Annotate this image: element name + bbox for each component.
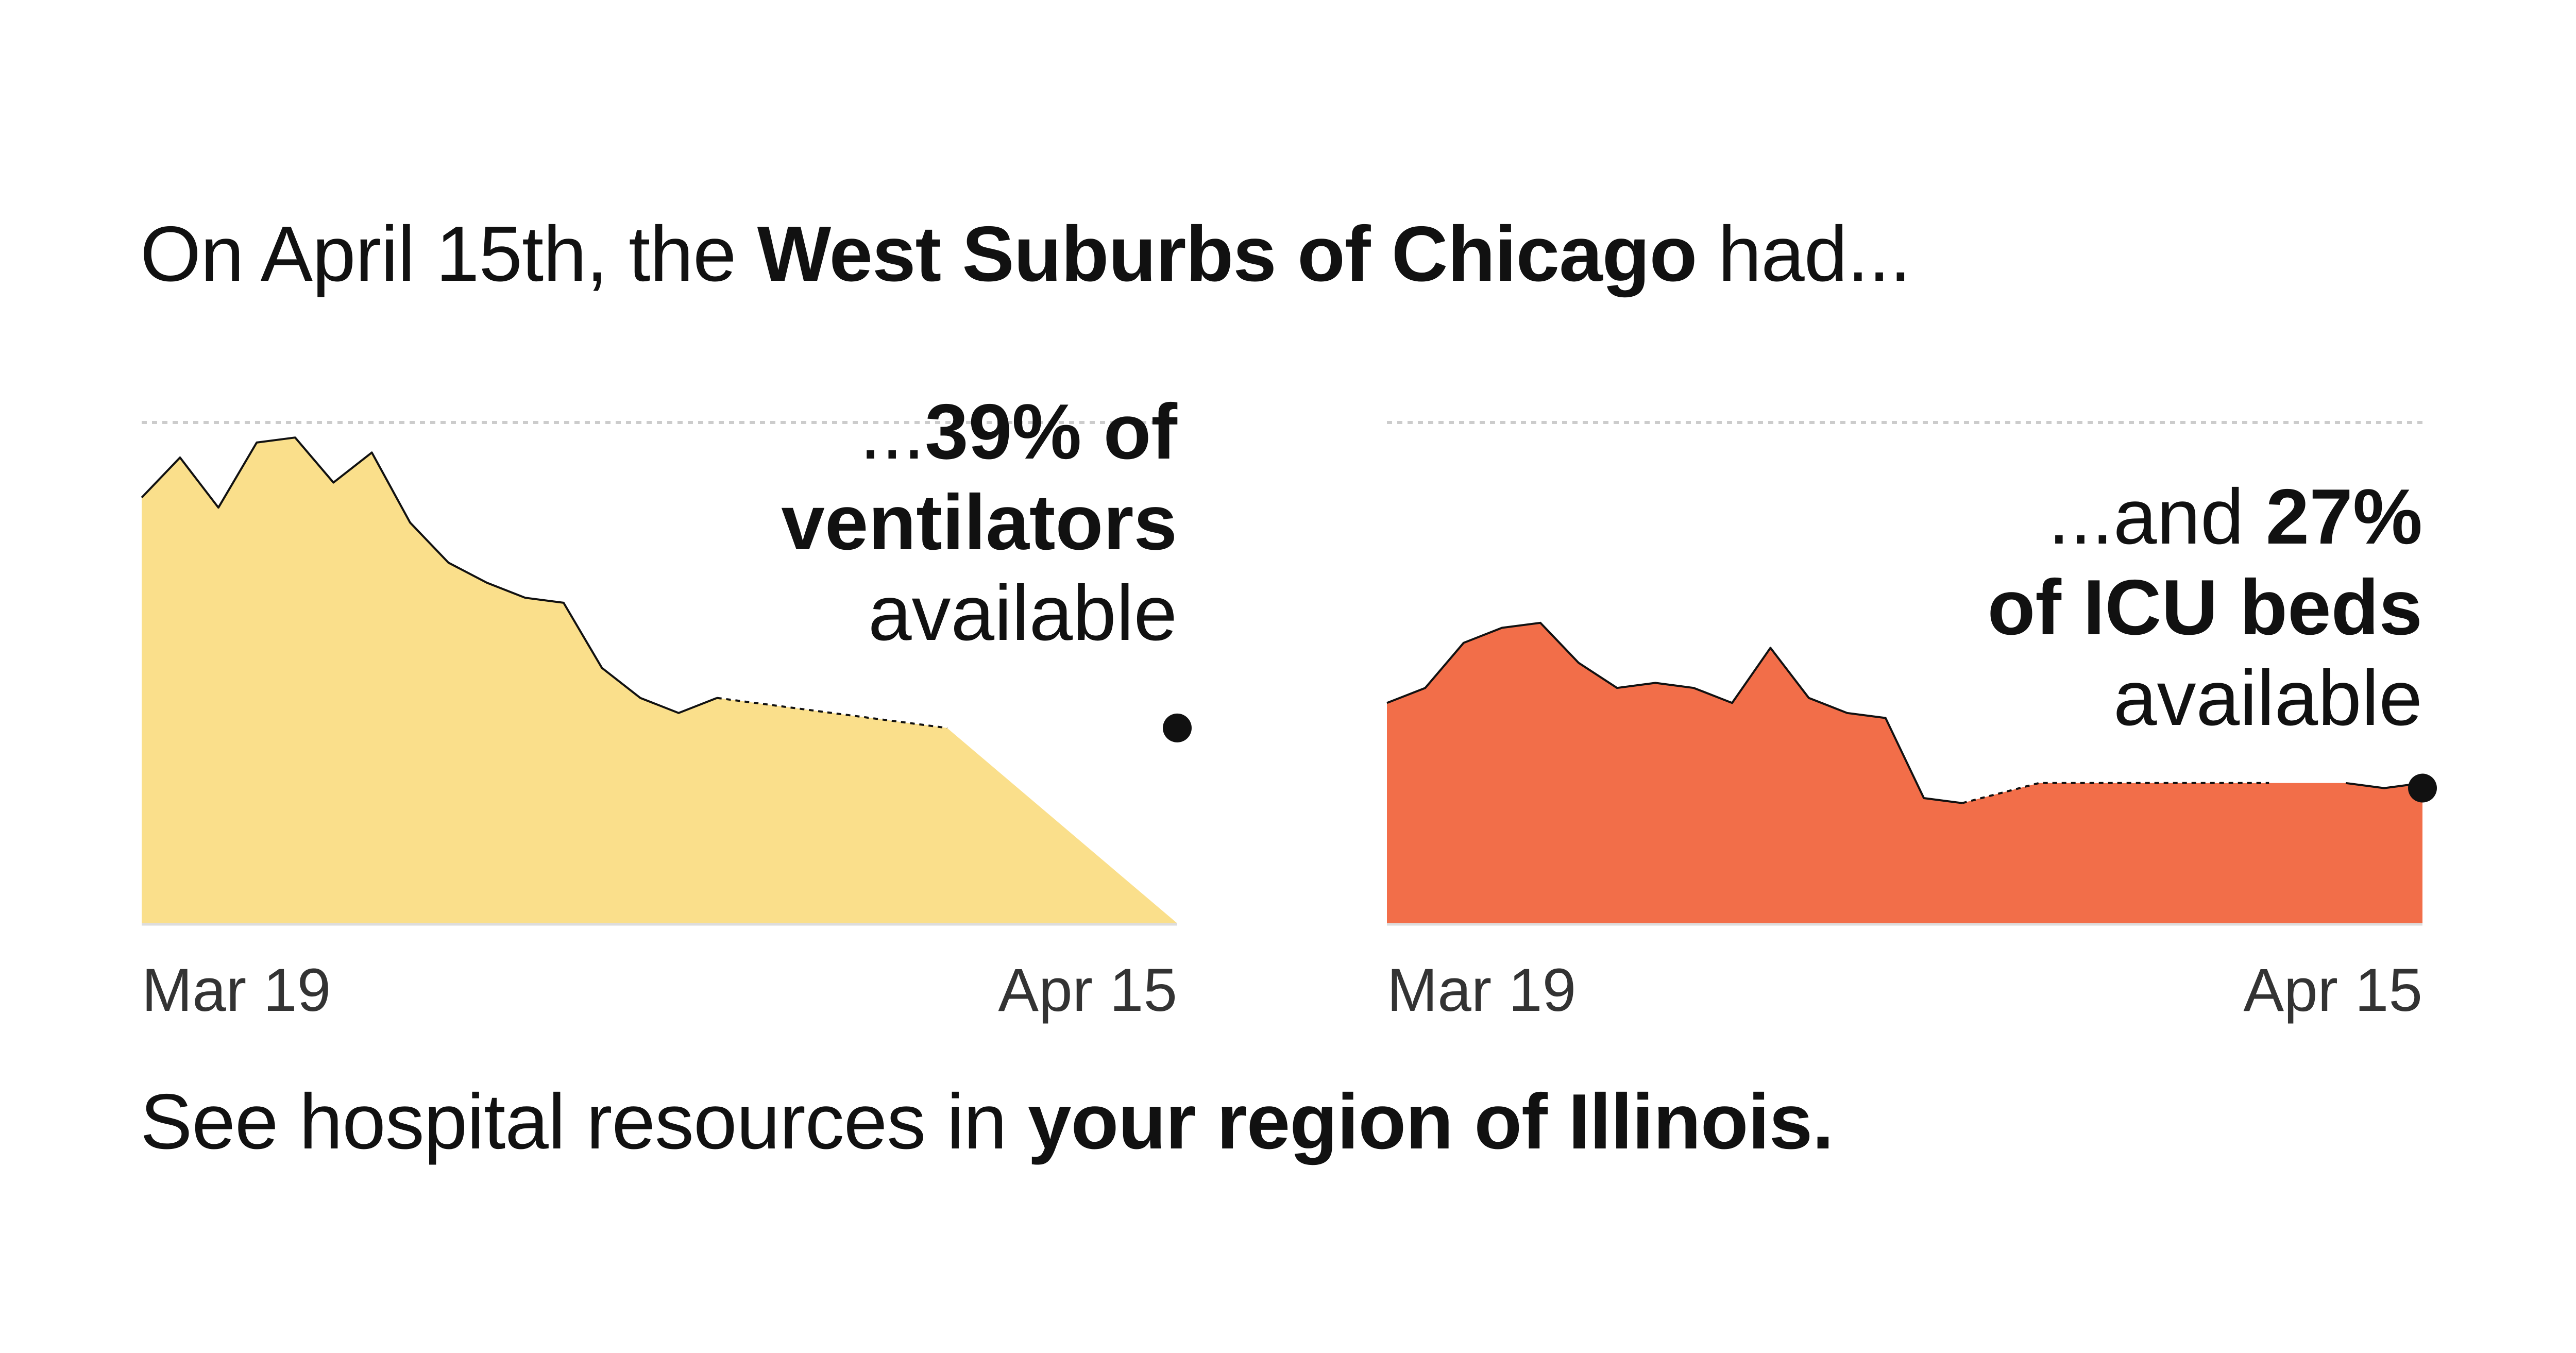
ventilators-endpoint bbox=[1163, 713, 1192, 742]
region-link[interactable]: your region of Illinois. bbox=[1027, 1078, 1834, 1165]
icu-beds-tick-label-end: Apr 15 bbox=[2243, 956, 2422, 1024]
icu-beds-series-line-1 bbox=[1386, 621, 1962, 804]
ventilators-tick-label-end: Apr 15 bbox=[998, 956, 1177, 1024]
ventilators-area bbox=[142, 437, 1177, 923]
icu-beds-chart: Mar 19 Apr 15 ...and 27%of ICU bedsavailab… bbox=[1386, 421, 2437, 1024]
icu-beds-area bbox=[1387, 622, 2422, 923]
icu-beds-annotation-line-2: of ICU beds bbox=[1988, 564, 2422, 651]
ventilators-chart: Mar 19 Apr 15...39% ofventilatorsavailabl… bbox=[141, 388, 1192, 1024]
ventilators-annotation-segment: available bbox=[868, 569, 1177, 657]
ventilators-annotation-segment: 39% of bbox=[925, 388, 1177, 476]
ventilators-annotation-segment: ... bbox=[859, 388, 925, 476]
ventilators-annotation-line-3: available bbox=[868, 569, 1177, 657]
footer-prefix: See hospital resources in bbox=[140, 1078, 1028, 1165]
icu-beds-tick-label-start: Mar 19 bbox=[1387, 956, 1576, 1024]
icu-beds-annotation-line-1: ...and 27% bbox=[2048, 473, 2422, 561]
ventilators-annotation-segment: ventilators bbox=[781, 479, 1177, 566]
icu-beds-endpoint bbox=[2408, 773, 2437, 803]
ventilators-series-line-2 bbox=[717, 697, 947, 729]
footer: See hospital resources in your region of… bbox=[140, 1075, 1834, 1169]
headline-region: West Suburbs of Chicago bbox=[757, 210, 1698, 298]
ventilators-tick-label-start: Mar 19 bbox=[142, 956, 331, 1024]
ventilators-series-line-1 bbox=[141, 436, 718, 714]
headline-prefix: On April 15th, the bbox=[140, 210, 757, 298]
icu-beds-annotation-segment: ...and bbox=[2048, 473, 2266, 561]
ventilators-annotation-line-1: ...39% of bbox=[859, 388, 1177, 476]
headline: On April 15th, the West Suburbs of Chica… bbox=[140, 207, 1911, 301]
headline-suffix: had... bbox=[1697, 210, 1911, 298]
icu-beds-annotation-segment: available bbox=[2113, 654, 2422, 742]
ventilators-annotation-line-2: ventilators bbox=[781, 479, 1177, 566]
icu-beds-annotation-segment: 27% bbox=[2266, 473, 2422, 561]
icu-beds-annotation-segment: of ICU beds bbox=[1988, 564, 2422, 651]
icu-beds-annotation-line-3: available bbox=[2113, 654, 2422, 742]
